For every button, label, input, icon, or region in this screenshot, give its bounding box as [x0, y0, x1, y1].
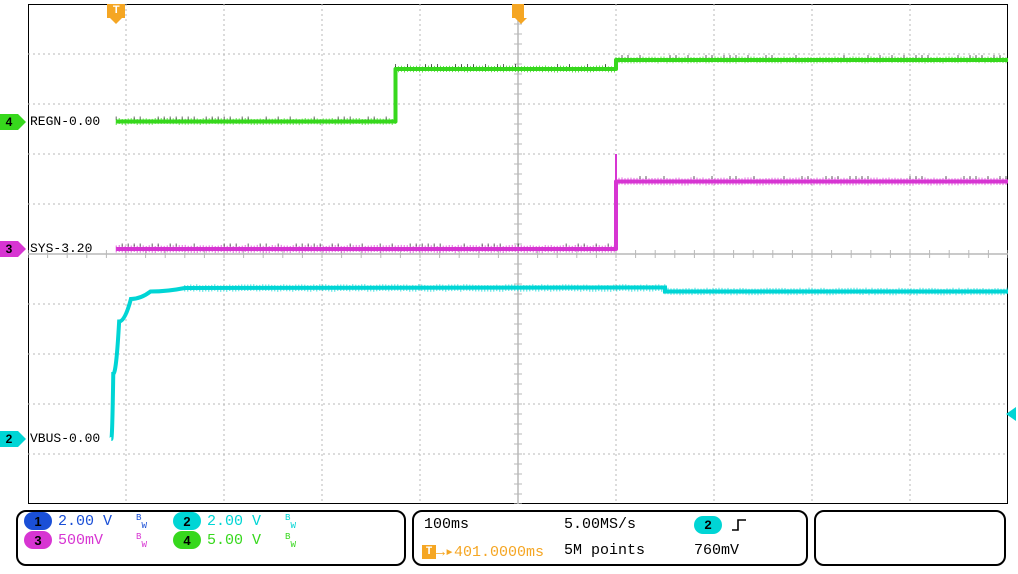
trigger-delay: T→▸401.0000ms: [422, 542, 544, 561]
ch2-pill: 2: [173, 512, 201, 530]
ch2-bw-icon: BW: [285, 512, 296, 531]
channel-2-label: VBUS-0.00: [30, 431, 100, 446]
ch4-scale: 5.00 V: [207, 532, 279, 549]
ch1-bw-icon: BW: [136, 512, 147, 531]
aux-panel: [814, 510, 1006, 566]
channel-3-ref-badge: 3: [0, 241, 18, 257]
timebase-value: 100ms: [424, 516, 469, 533]
trigger-level-value: 760mV: [694, 542, 739, 559]
ch3-scale: 500mV: [58, 532, 130, 549]
trigger-center-marker: [512, 4, 524, 18]
trace-svg: [28, 4, 1008, 504]
record-length-value: 5M points: [564, 542, 645, 559]
sample-rate-value: 5.00MS/s: [564, 516, 636, 533]
trigger-delay-value: 401.0000ms: [454, 544, 544, 561]
timebase-readout-panel: 100ms 5.00MS/s 2 T→▸401.0000ms 5M points…: [412, 510, 808, 566]
ch3-bw-icon: BW: [136, 531, 147, 550]
readout-bar: 1 2.00 V BW 2 2.00 V BW 3 500mV BW 4 5.00 V BW 100m…: [16, 510, 1006, 566]
ch1-scale: 2.00 V: [58, 513, 130, 530]
ch4-bw-icon: BW: [285, 531, 296, 550]
trigger-position-marker: T: [107, 4, 125, 18]
channel-2-ref-badge: 2: [0, 431, 18, 447]
channel-4-label: REGN-0.00: [30, 114, 100, 129]
oscilloscope-display: 2 VBUS-0.00 3 SYS-3.20 4 REGN-0.00 T: [0, 0, 1018, 506]
trigger-level-arrow: [1006, 407, 1016, 421]
ch2-scale: 2.00 V: [207, 513, 279, 530]
ch1-pill: 1: [24, 512, 52, 530]
t-icon: T: [422, 545, 436, 559]
channel-readout-panel: 1 2.00 V BW 2 2.00 V BW 3 500mV BW 4 5.00 V BW: [16, 510, 406, 566]
channel-3-label: SYS-3.20: [30, 241, 92, 256]
channel-4-ref-badge: 4: [0, 114, 18, 130]
ch4-pill: 4: [173, 531, 201, 549]
trigger-source-pill: 2: [694, 516, 722, 534]
ch3-pill: 3: [24, 531, 52, 549]
trigger-source-slope: 2: [694, 516, 747, 534]
